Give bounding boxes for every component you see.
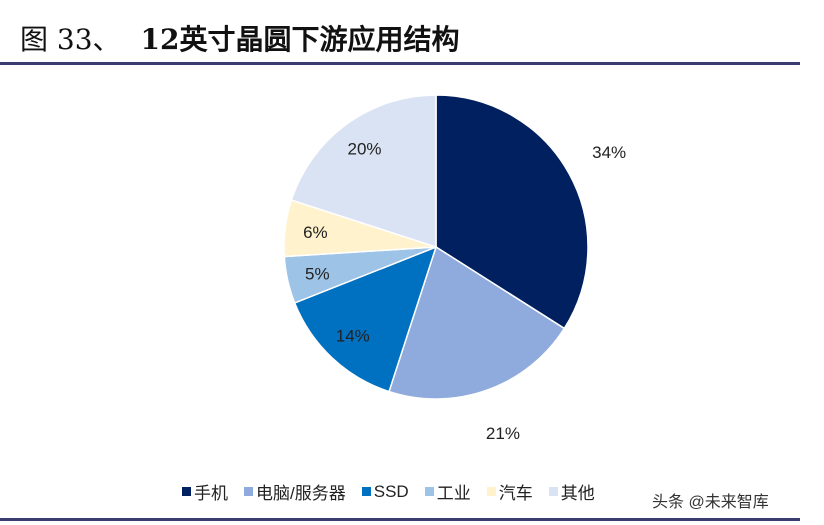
legend-item: SSD — [361, 479, 409, 504]
legend-item: 其他 — [548, 479, 595, 504]
legend-item: 工业 — [424, 479, 471, 504]
legend-label: SSD — [373, 481, 409, 501]
legend: 手机 电脑/服务器 SSD 工业 汽车 其他 — [182, 479, 595, 504]
data-label-5: 20% — [348, 140, 382, 159]
pie-slice-0 — [435, 94, 589, 330]
legend-label: 电脑/服务器 — [256, 484, 346, 503]
bottom-rule — [0, 518, 800, 521]
figure-number: 图 33、 — [20, 23, 121, 56]
legend-swatch — [548, 487, 558, 496]
legend-item: 电脑/服务器 — [244, 479, 346, 504]
legend-swatch — [244, 487, 253, 496]
data-label-1: 21% — [486, 424, 520, 443]
legend-label: 工业 — [436, 484, 471, 503]
data-label-0: 34% — [592, 143, 626, 162]
legend-swatch — [182, 487, 191, 496]
data-label-4: 6% — [303, 223, 328, 242]
top-rule — [0, 62, 800, 65]
figure-title: 图 33、 12英寸晶圆下游应用结构 — [20, 18, 460, 58]
pie-slice-2 — [293, 245, 438, 393]
pie-slice-5 — [290, 94, 437, 249]
legend-item: 汽车 — [486, 479, 533, 504]
legend-label: 汽车 — [498, 484, 533, 503]
legend-label: 手机 — [194, 484, 228, 503]
legend-swatch — [486, 487, 496, 496]
legend-label: 其他 — [560, 484, 595, 503]
legend-swatch — [361, 487, 371, 496]
figure-title-text: 12英寸晶圆下游应用结构 — [140, 23, 460, 56]
legend-swatch — [424, 487, 434, 496]
data-label-2: 14% — [336, 327, 370, 346]
legend-item: 手机 — [182, 479, 228, 504]
watermark: 头条 @未来智库 — [652, 494, 769, 511]
pie-slice-1 — [388, 245, 566, 400]
data-label-3: 5% — [305, 265, 330, 284]
